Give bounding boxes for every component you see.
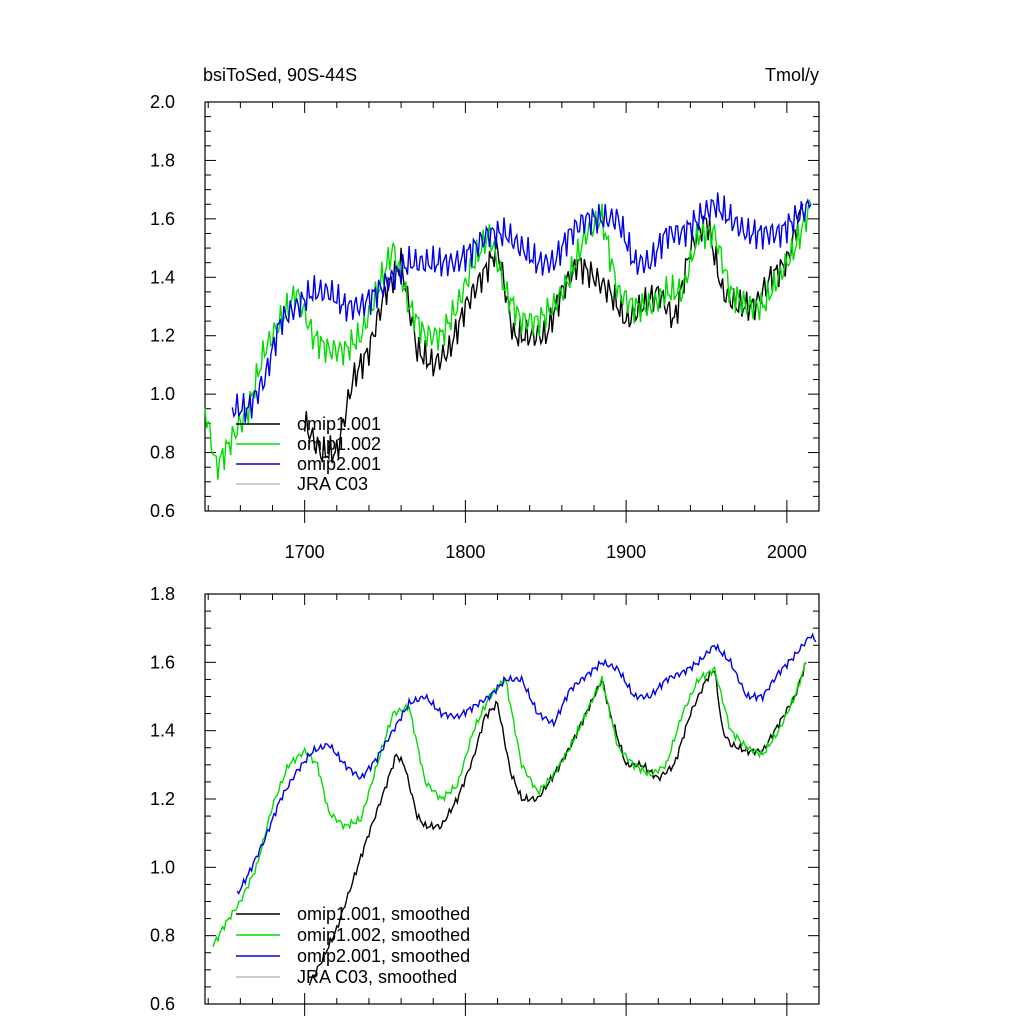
legend-entry: JRA C03 — [236, 474, 368, 494]
series-line-omip1-002-smoothed — [212, 661, 807, 948]
legend-entry: omip2.001 — [236, 454, 381, 474]
y-tick-label: 1.4 — [150, 267, 175, 287]
top-axis-ticks: 0.6 0.8 1.0 1.2 1.4 1.6 1.8 2.0 1700 1800 1900 2000 — [150, 92, 820, 562]
x-tick-label: 1900 — [606, 542, 646, 562]
series-line-omip2-001-smoothed — [236, 632, 817, 895]
y-tick-label: 1.2 — [150, 789, 175, 809]
y-tick-label: 1.6 — [150, 652, 175, 672]
bottom-chart-panel: 0.6 0.8 1.0 1.2 1.4 1.6 1.8 omip1.001, smoothe… — [150, 584, 820, 1016]
legend-label: omip1.001, smoothed — [297, 904, 470, 924]
y-tick-label: 1.8 — [150, 150, 175, 170]
x-tick-label: 1800 — [445, 542, 485, 562]
legend-label: omip1.001 — [297, 414, 381, 434]
y-tick-label: 1.0 — [150, 384, 175, 404]
legend-entry: omip1.002, smoothed — [236, 925, 470, 945]
legend-entry: omip2.001, smoothed — [236, 946, 470, 966]
top-chart-title: bsiToSed, 90S-44S — [203, 65, 357, 85]
top-chart-units: Tmol/y — [765, 65, 819, 85]
top-chart-panel: bsiToSed, 90S-44S Tmol/y 0.6 0.8 1.0 1.2 1.4… — [150, 65, 820, 562]
y-tick-label: 1.0 — [150, 857, 175, 877]
bottom-series-group — [212, 632, 817, 986]
legend-label: omip1.002 — [297, 434, 381, 454]
y-tick-label: 1.2 — [150, 326, 175, 346]
y-tick-label: 0.6 — [150, 994, 175, 1014]
y-tick-label: 2.0 — [150, 92, 175, 112]
y-tick-label: 0.8 — [150, 926, 175, 946]
legend-label: omip2.001 — [297, 454, 381, 474]
y-tick-label: 1.6 — [150, 209, 175, 229]
legend-entry: omip1.001 — [236, 414, 381, 434]
y-tick-label: 0.6 — [150, 501, 175, 521]
legend-label: omip2.001, smoothed — [297, 946, 470, 966]
y-tick-label: 0.8 — [150, 443, 175, 463]
legend-label: JRA C03 — [297, 474, 368, 494]
top-series-group — [204, 192, 812, 480]
y-tick-label: 1.4 — [150, 721, 175, 741]
bottom-axis-ticks: 0.6 0.8 1.0 1.2 1.4 1.6 1.8 — [150, 584, 820, 1016]
legend-label: omip1.002, smoothed — [297, 925, 470, 945]
y-tick-label: 1.8 — [150, 584, 175, 604]
legend-label: JRA C03, smoothed — [297, 967, 457, 987]
x-tick-label: 2000 — [767, 542, 807, 562]
series-line-omip1-002 — [204, 198, 812, 480]
x-tick-label: 1700 — [285, 542, 325, 562]
legend-entry: omip1.002 — [236, 434, 381, 454]
series-line-omip2-001 — [231, 192, 812, 423]
legend-entry: omip1.001, smoothed — [236, 904, 470, 924]
legend-entry: JRA C03, smoothed — [236, 967, 457, 987]
